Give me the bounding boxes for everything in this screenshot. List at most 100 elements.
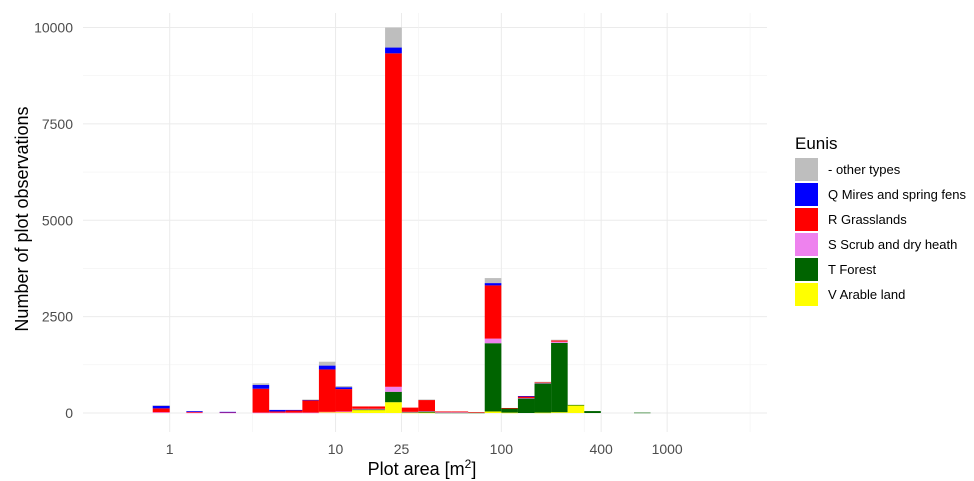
bar-segment xyxy=(252,412,270,414)
bar-segment xyxy=(335,387,353,390)
bar-segment xyxy=(368,409,386,411)
bar-segment xyxy=(534,382,552,384)
bar-segment xyxy=(285,410,303,413)
bar-segment xyxy=(252,384,270,389)
bar-segment xyxy=(484,285,502,339)
bar-segment xyxy=(152,405,170,409)
bar-segment xyxy=(517,398,535,413)
bar-segment xyxy=(517,397,535,399)
legend-label: Q Mires and spring fens xyxy=(828,187,967,202)
grid xyxy=(83,13,767,432)
bar-segment xyxy=(252,383,270,385)
bar-segment xyxy=(567,404,585,406)
bar-segment xyxy=(385,402,402,413)
bar-segment xyxy=(434,412,452,413)
bar-segment xyxy=(551,412,568,413)
x-tick-label: 10 xyxy=(328,441,344,457)
legend-label: R Grasslands xyxy=(828,212,907,227)
bar-segment xyxy=(418,411,435,413)
bar-segment xyxy=(418,411,435,412)
legend-title: Eunis xyxy=(795,134,838,153)
x-tick-label: 1000 xyxy=(652,441,683,457)
legend-swatch xyxy=(795,233,818,256)
bar-segment xyxy=(352,409,369,413)
bar-segment xyxy=(302,399,319,401)
bar-segment xyxy=(352,406,369,409)
bar-segment xyxy=(252,388,270,413)
bar-segment xyxy=(551,340,568,342)
bar-segment xyxy=(285,409,303,411)
bar-segment xyxy=(534,412,552,414)
legend-swatch xyxy=(795,258,818,281)
bar-segment xyxy=(418,412,435,414)
legend-swatch xyxy=(795,208,818,231)
bar-segment xyxy=(335,386,353,388)
legend-label: - other types xyxy=(828,162,901,177)
x-axis-title-main: Plot area [m xyxy=(368,459,465,479)
bar-segment xyxy=(269,412,286,414)
bar-segment xyxy=(302,399,319,401)
bar-segment xyxy=(468,412,485,414)
bar-segment xyxy=(451,411,469,413)
bar-segment xyxy=(484,338,502,344)
bar-segment xyxy=(302,400,319,413)
y-tick-label: 0 xyxy=(65,405,73,421)
bar-segment xyxy=(152,405,170,406)
legend: Eunis - other types Q Mires and spring fe… xyxy=(795,134,967,306)
y-tick-label: 10000 xyxy=(34,20,73,36)
bar-segment xyxy=(484,278,502,284)
bar-segment xyxy=(335,411,353,413)
bar-segment xyxy=(551,341,568,343)
y-tick-labels: 0 2500 5000 7500 10000 xyxy=(34,20,73,422)
y-tick-label: 5000 xyxy=(42,212,73,228)
bar-segment xyxy=(285,412,303,414)
bar-segment xyxy=(152,408,170,413)
x-axis-title: Plot area [m2] xyxy=(368,457,477,479)
x-tick-labels: 1 10 25 100 400 1000 xyxy=(166,441,683,457)
bar-segment xyxy=(352,408,369,410)
bar-segment xyxy=(484,283,502,286)
bar-segment xyxy=(352,409,369,411)
x-tick-label: 400 xyxy=(589,441,613,457)
bar-segment xyxy=(401,407,419,412)
bar-segment xyxy=(484,343,502,412)
x-axis-title-superscript: 2 xyxy=(465,457,472,471)
bar-segment xyxy=(219,412,236,414)
bar-segment xyxy=(534,383,552,413)
legend-label: V Arable land xyxy=(828,287,905,302)
bar-segment xyxy=(418,399,435,412)
bar-segment xyxy=(269,411,286,413)
bar-segment xyxy=(385,391,402,403)
bar-segment xyxy=(318,412,336,413)
bar-segment xyxy=(219,411,236,413)
legend-swatch xyxy=(795,158,818,181)
legend-label: T Forest xyxy=(828,262,877,277)
bar-segment xyxy=(318,365,336,370)
bar-segment xyxy=(385,53,402,387)
bar-segment xyxy=(484,411,502,413)
bar-segment xyxy=(385,386,402,392)
legend-swatch xyxy=(795,183,818,206)
bar-segment xyxy=(186,412,203,414)
x-tick-label: 100 xyxy=(490,441,514,457)
bar-segment xyxy=(534,381,552,383)
bar-segment xyxy=(567,405,585,413)
x-tick-label: 25 xyxy=(394,441,410,457)
bar-segment xyxy=(401,412,419,413)
bar-segment xyxy=(584,411,601,413)
bar-segment xyxy=(517,396,535,398)
bar-segment xyxy=(219,412,236,413)
bar-segment xyxy=(401,412,419,414)
bar-segment xyxy=(385,27,402,48)
bar-segment xyxy=(335,389,353,412)
bar-segment xyxy=(434,412,452,414)
bar-segment xyxy=(451,412,469,413)
bar-segment xyxy=(302,412,319,414)
y-tick-label: 2500 xyxy=(42,309,73,325)
bar-segment xyxy=(534,382,552,383)
bar-segment xyxy=(468,412,485,413)
legend-swatch xyxy=(795,283,818,306)
bar-segment xyxy=(401,411,419,413)
bar-segment xyxy=(368,409,386,413)
